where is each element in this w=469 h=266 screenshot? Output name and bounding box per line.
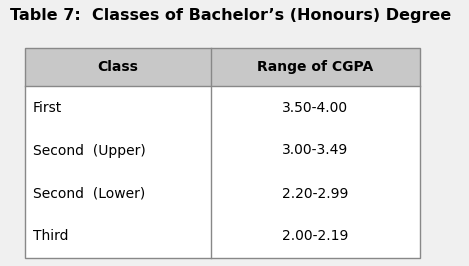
Bar bbox=[25, 48, 420, 258]
Text: Range of CGPA: Range of CGPA bbox=[257, 60, 373, 74]
Text: Table 7:  Classes of Bachelor’s (Honours) Degree: Table 7: Classes of Bachelor’s (Honours)… bbox=[10, 8, 451, 23]
Text: 2.20-2.99: 2.20-2.99 bbox=[282, 186, 348, 201]
Text: First: First bbox=[33, 101, 62, 114]
Text: 3.00-3.49: 3.00-3.49 bbox=[282, 143, 348, 157]
Bar bbox=[25, 48, 420, 86]
Text: Third: Third bbox=[33, 230, 68, 243]
Bar bbox=[25, 86, 420, 258]
Text: Second  (Upper): Second (Upper) bbox=[33, 143, 146, 157]
Text: 3.50-4.00: 3.50-4.00 bbox=[282, 101, 348, 114]
Text: 2.00-2.19: 2.00-2.19 bbox=[282, 230, 348, 243]
Text: Second  (Lower): Second (Lower) bbox=[33, 186, 145, 201]
Text: Class: Class bbox=[98, 60, 138, 74]
